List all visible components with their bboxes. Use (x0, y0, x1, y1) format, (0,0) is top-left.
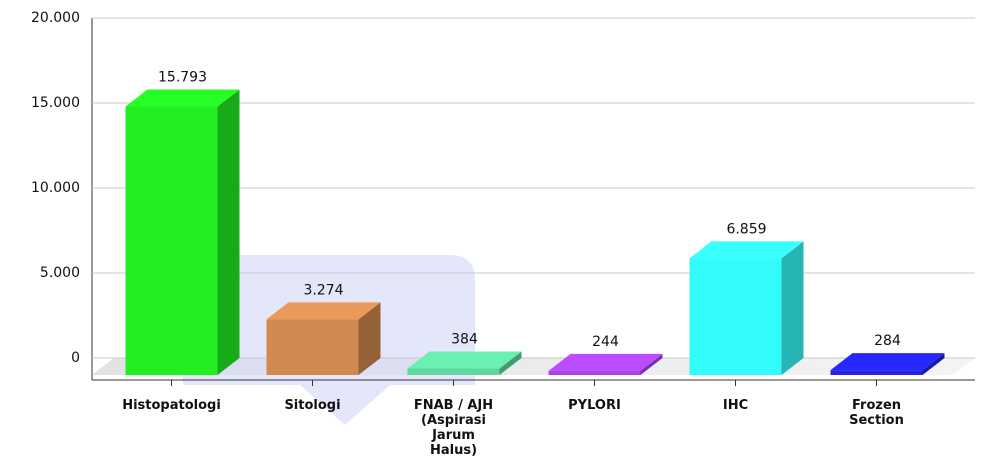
bar-side (358, 302, 381, 375)
value-label: 284 (874, 333, 901, 349)
bar (266, 302, 381, 375)
bar-top (407, 351, 522, 369)
bar (548, 353, 663, 375)
bar (689, 241, 804, 375)
y-tick-label: 5.000 (40, 265, 80, 281)
value-label: 244 (592, 334, 619, 350)
value-label: 384 (451, 331, 478, 347)
bar-top (689, 241, 804, 259)
bar-side (922, 353, 945, 375)
bar-top (266, 302, 381, 320)
bar-side (640, 353, 663, 375)
x-tick-label: Frozen Section (849, 398, 904, 428)
bar-top (830, 353, 945, 371)
value-label: 15.793 (158, 70, 207, 86)
value-label: 6.859 (726, 221, 766, 237)
bar-side (499, 351, 522, 375)
x-tick-label: PYLORI (568, 398, 621, 413)
bar-side (781, 241, 804, 375)
x-tick-label: Sitologi (284, 398, 341, 413)
bar-side (217, 89, 240, 376)
value-label: 3.274 (303, 282, 343, 298)
bar-front (548, 370, 641, 375)
bar (125, 89, 240, 376)
x-tick-label: Histopatologi (122, 398, 221, 413)
bar-top (548, 353, 663, 371)
bar (407, 351, 522, 375)
x-tick-label: FNAB / AJH (Aspirasi Jarum Halus) (413, 398, 494, 458)
x-tick-label: IHC (722, 398, 749, 413)
bar-front (125, 106, 218, 376)
y-tick-label: 10.000 (31, 180, 80, 196)
y-tick-label: 20.000 (31, 10, 80, 26)
bar-top (125, 89, 240, 107)
bar-front (407, 368, 500, 375)
bar-front (689, 258, 782, 375)
y-tick-label: 15.000 (31, 95, 80, 111)
bar-front (830, 370, 923, 375)
bar-front (266, 319, 359, 375)
bar (830, 353, 945, 375)
y-tick-label: 0 (71, 350, 80, 366)
